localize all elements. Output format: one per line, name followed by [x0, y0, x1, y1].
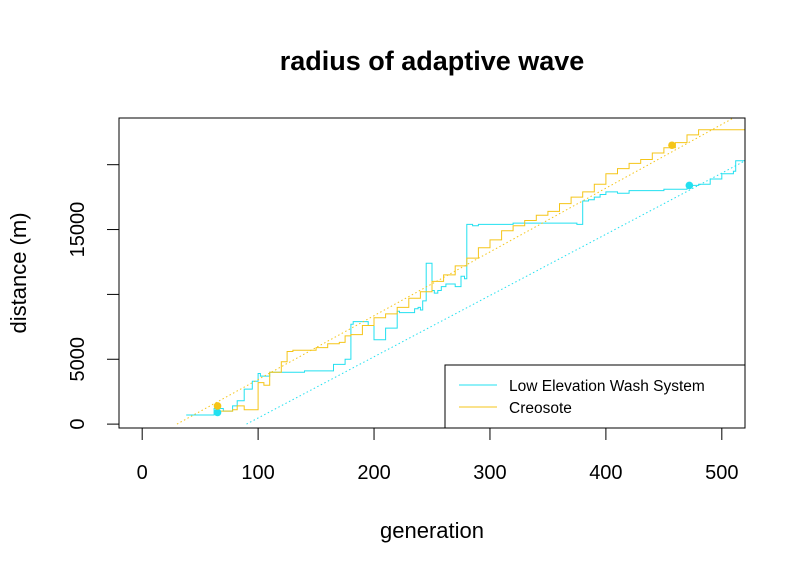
marker-point-0 — [213, 408, 222, 417]
y-tick-label: 5000 — [67, 337, 89, 382]
marker-point-1 — [213, 402, 222, 410]
x-tick-label: 300 — [473, 462, 506, 484]
y-axis: 0 5000 15000 — [67, 164, 120, 430]
y-axis-label: distance (m) — [6, 212, 31, 333]
y-tick-label: 0 — [67, 419, 89, 430]
series-line-1 — [214, 129, 745, 412]
legend: Low Elevation Wash System Creosote — [444, 364, 746, 429]
series-trend-line-3 — [176, 118, 734, 425]
x-tick-label: 400 — [589, 462, 622, 484]
x-tick-label: 200 — [357, 462, 390, 484]
legend-label-low-elevation: Low Elevation Wash System — [509, 378, 705, 395]
x-tick-label: 500 — [705, 462, 738, 484]
plot-series — [176, 118, 745, 425]
plot-points — [213, 141, 694, 417]
legend-label-creosote: Creosote — [509, 400, 572, 417]
x-tick-label: 100 — [241, 462, 274, 484]
marker-point-2 — [685, 181, 694, 190]
x-axis-label: generation — [380, 518, 484, 543]
chart-title: radius of adaptive wave — [280, 46, 585, 76]
y-tick-label: 15000 — [67, 202, 89, 258]
legend-box — [444, 364, 746, 429]
x-tick-label: 0 — [137, 462, 148, 484]
marker-point-3 — [668, 141, 676, 150]
